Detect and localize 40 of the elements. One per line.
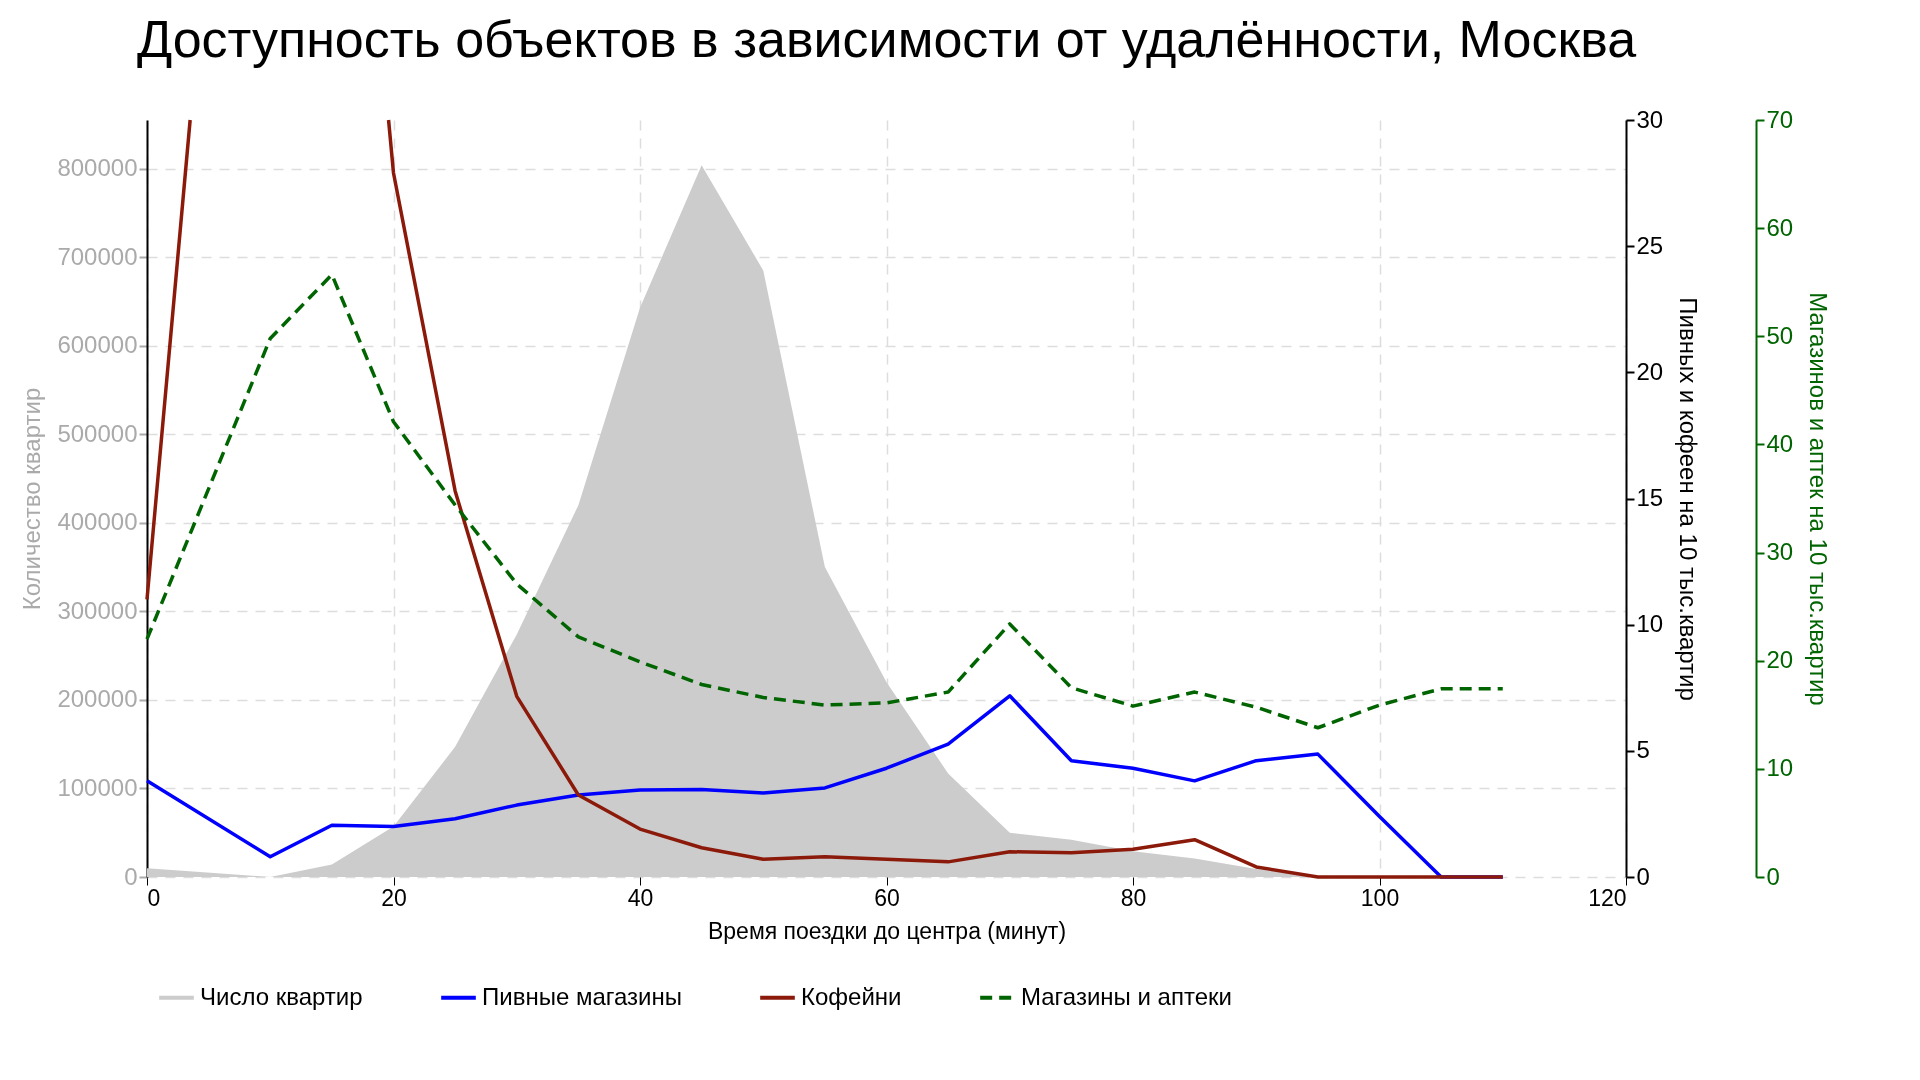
y2-tick-label: 0 <box>1636 862 1650 890</box>
chart-title: Доступность объектов в зависимости от удалённости, Москва <box>136 10 1637 68</box>
y2-tick-label: 25 <box>1636 231 1664 259</box>
y3-tick-label: 70 <box>1766 105 1794 133</box>
y2-tick-label: 10 <box>1636 610 1664 638</box>
legend-label: Магазины и аптеки <box>1021 982 1232 1010</box>
y2-axis-title: Пивных и кофеен на 10 тыс.квартир <box>1675 297 1703 701</box>
y-tick-label: 400000 <box>57 508 138 536</box>
y2-tick-label: 20 <box>1636 357 1664 385</box>
x-tick-label: 60 <box>874 884 900 911</box>
y-tick-label: 0 <box>124 862 138 890</box>
y3-tick-label: 10 <box>1766 754 1794 782</box>
y-tick-label: 500000 <box>57 419 138 447</box>
y2-tick-label: 5 <box>1636 736 1650 764</box>
y2-tick-label: 30 <box>1636 105 1664 133</box>
y-tick-label: 800000 <box>57 154 138 182</box>
x-tick-label: 40 <box>627 884 654 911</box>
y3-tick-label: 0 <box>1766 862 1780 890</box>
x-tick-label: 0 <box>147 884 161 911</box>
y3-tick-label: 60 <box>1766 213 1794 241</box>
y-tick-label: 300000 <box>57 596 138 624</box>
y-tick-label: 700000 <box>57 242 138 270</box>
x-tick-label: 120 <box>1588 884 1627 911</box>
y3-tick-label: 50 <box>1766 321 1794 349</box>
y3-tick-label: 30 <box>1766 538 1794 566</box>
x-tick-label: 100 <box>1360 884 1400 911</box>
y3-tick-label: 20 <box>1766 646 1794 674</box>
y-tick-label: 600000 <box>57 331 138 359</box>
legend-label: Пивные магазины <box>482 982 682 1010</box>
y3-axis-title: Магазинов и аптек на 10 тыс.квартир <box>1805 292 1833 706</box>
x-tick-label: 20 <box>381 884 407 911</box>
y-tick-label: 100000 <box>57 773 138 801</box>
legend-label: Число квартир <box>200 982 363 1010</box>
x-axis-title: Время поездки до центра (минут) <box>707 917 1067 944</box>
y2-tick-label: 15 <box>1636 484 1664 511</box>
legend-label: Кофейни <box>801 982 902 1010</box>
y-tick-label: 200000 <box>57 685 138 713</box>
x-tick-label: 80 <box>1120 884 1147 911</box>
y3-tick-label: 40 <box>1766 429 1794 457</box>
y-axis-title: Количество квартир <box>18 387 46 611</box>
